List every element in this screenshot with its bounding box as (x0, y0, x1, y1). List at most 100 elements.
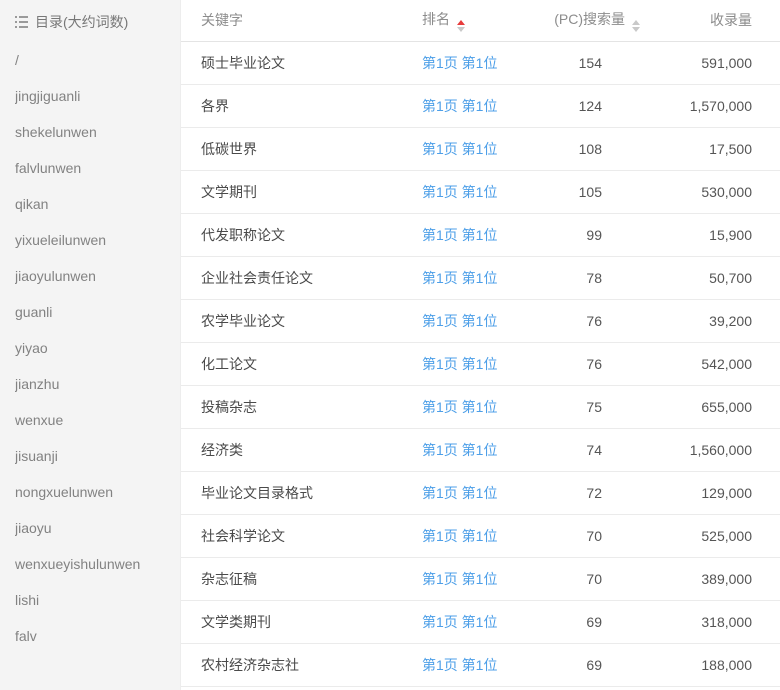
indexed-count-cell: 389,000 (645, 557, 780, 601)
pc-search-volume-cell: 69 (522, 600, 645, 644)
sidebar-item-jiaoyulunwen[interactable]: jiaoyulunwen (15, 268, 96, 284)
indexed-count-cell: 129,000 (645, 471, 780, 515)
directory-sidebar: 目录(大约词数) / jingjiguanli shekelunwen falv… (0, 0, 181, 690)
indexed-count-cell: 50,700 (645, 256, 780, 300)
rank-link[interactable]: 第1页 第1位 (422, 656, 498, 673)
sort-icon-pc-search[interactable] (632, 19, 640, 32)
pc-search-volume-cell: 99 (522, 213, 645, 257)
indexed-count-cell: 1,560,000 (645, 428, 780, 472)
column-header-indexed: 收录量 (645, 0, 780, 42)
table-row: 农学毕业论文 第1页 第1位 76 39,200 (181, 299, 780, 343)
pc-search-volume-cell: 70 (522, 557, 645, 601)
rank-link[interactable]: 第1页 第1位 (422, 398, 498, 415)
sidebar-item-jiaoyu[interactable]: jiaoyu (15, 520, 52, 536)
table-row: 农村经济杂志社 第1页 第1位 69 188,000 (181, 643, 780, 687)
indexed-count-cell: 17,500 (645, 127, 780, 171)
table-row: 经济类 第1页 第1位 74 1,560,000 (181, 428, 780, 472)
keyword-cell: 硕士毕业论文 (181, 41, 422, 85)
indexed-count-cell: 525,000 (645, 514, 780, 558)
keyword-cell: 各界 (181, 84, 422, 128)
keyword-table: 关键字 排名 (PC)搜索量 收录量 硕士毕业论文 第1页 第1位 154 59… (181, 0, 780, 687)
sidebar-item-wenxue[interactable]: wenxue (15, 412, 64, 428)
table-row: 文学期刊 第1页 第1位 105 530,000 (181, 170, 780, 214)
keyword-cell: 杂志征稿 (181, 557, 422, 601)
sidebar-item-jianzhu[interactable]: jianzhu (15, 376, 60, 392)
table-header-row: 关键字 排名 (PC)搜索量 收录量 (181, 0, 780, 42)
rank-link[interactable]: 第1页 第1位 (422, 183, 498, 200)
indexed-count-cell: 188,000 (645, 643, 780, 687)
indexed-count-cell: 591,000 (645, 41, 780, 85)
pc-search-volume-cell: 76 (522, 299, 645, 343)
table-row: 低碳世界 第1页 第1位 108 17,500 (181, 127, 780, 171)
indexed-count-cell: 39,200 (645, 299, 780, 343)
keyword-cell: 企业社会责任论文 (181, 256, 422, 300)
rank-link[interactable]: 第1页 第1位 (422, 97, 498, 114)
pc-search-volume-cell: 78 (522, 256, 645, 300)
table-row: 化工论文 第1页 第1位 76 542,000 (181, 342, 780, 386)
table-row: 社会科学论文 第1页 第1位 70 525,000 (181, 514, 780, 558)
pc-search-volume-cell: 70 (522, 514, 645, 558)
pc-search-volume-cell: 72 (522, 471, 645, 515)
sidebar-item-shekelunwen[interactable]: shekelunwen (15, 124, 97, 140)
table-row: 投稿杂志 第1页 第1位 75 655,000 (181, 385, 780, 429)
sidebar-item-qikan[interactable]: qikan (15, 196, 49, 212)
sidebar-item-yixueleilunwen[interactable]: yixueleilunwen (15, 232, 107, 248)
rank-link[interactable]: 第1页 第1位 (422, 312, 498, 329)
rank-link[interactable]: 第1页 第1位 (422, 355, 498, 372)
sidebar-title-label: 目录(大约词数) (35, 14, 129, 30)
rank-link[interactable]: 第1页 第1位 (422, 441, 498, 458)
pc-search-volume-cell: 69 (522, 643, 645, 687)
rank-link[interactable]: 第1页 第1位 (422, 226, 498, 243)
rank-link[interactable]: 第1页 第1位 (422, 54, 498, 71)
keyword-cell: 化工论文 (181, 342, 422, 386)
sidebar-item-lishi[interactable]: lishi (15, 592, 40, 608)
table-row: 文学类期刊 第1页 第1位 69 318,000 (181, 600, 780, 644)
sidebar-item-wenxueyishulunwen[interactable]: wenxueyishulunwen (15, 556, 141, 572)
sidebar-item-jingjiguanli[interactable]: jingjiguanli (15, 88, 81, 104)
pc-search-volume-cell: 75 (522, 385, 645, 429)
keyword-cell: 低碳世界 (181, 127, 422, 171)
column-header-rank[interactable]: 排名 (422, 0, 522, 42)
pc-search-volume-cell: 108 (522, 127, 645, 171)
sidebar-item-falv[interactable]: falv (15, 628, 37, 644)
sidebar-item-jisuanji[interactable]: jisuanji (15, 448, 58, 464)
rank-link[interactable]: 第1页 第1位 (422, 269, 498, 286)
sidebar-item-nongxuelunwen[interactable]: nongxuelunwen (15, 484, 114, 500)
keyword-cell: 社会科学论文 (181, 514, 422, 558)
keyword-cell: 农学毕业论文 (181, 299, 422, 343)
pc-search-volume-cell: 76 (522, 342, 645, 386)
table-row: 企业社会责任论文 第1页 第1位 78 50,700 (181, 256, 780, 300)
rank-link[interactable]: 第1页 第1位 (422, 140, 498, 157)
pc-search-volume-cell: 105 (522, 170, 645, 214)
sort-icon-rank[interactable] (457, 19, 465, 32)
indexed-count-cell: 542,000 (645, 342, 780, 386)
pc-search-volume-cell: 154 (522, 41, 645, 85)
rank-link[interactable]: 第1页 第1位 (422, 527, 498, 544)
sidebar-item-yiyao[interactable]: yiyao (15, 340, 48, 356)
directory-list: / jingjiguanli shekelunwen falvlunwen qi… (15, 42, 170, 654)
indexed-count-cell: 15,900 (645, 213, 780, 257)
table-row: 代发职称论文 第1页 第1位 99 15,900 (181, 213, 780, 257)
sidebar-header: 目录(大约词数) (15, 13, 170, 31)
table-row: 毕业论文目录格式 第1页 第1位 72 129,000 (181, 471, 780, 515)
keyword-cell: 文学期刊 (181, 170, 422, 214)
rank-link[interactable]: 第1页 第1位 (422, 484, 498, 501)
pc-search-volume-cell: 124 (522, 84, 645, 128)
keyword-table-panel: 关键字 排名 (PC)搜索量 收录量 硕士毕业论文 第1页 第1位 154 59… (181, 0, 780, 690)
table-body: 硕士毕业论文 第1页 第1位 154 591,000 各界 第1页 第1位 12… (181, 41, 780, 687)
column-header-pc-search[interactable]: (PC)搜索量 (522, 0, 645, 42)
indexed-count-cell: 318,000 (645, 600, 780, 644)
rank-link[interactable]: 第1页 第1位 (422, 570, 498, 587)
keyword-cell: 毕业论文目录格式 (181, 471, 422, 515)
list-icon (15, 16, 28, 28)
sidebar-item-root[interactable]: / (15, 52, 19, 68)
table-row: 杂志征稿 第1页 第1位 70 389,000 (181, 557, 780, 601)
indexed-count-cell: 655,000 (645, 385, 780, 429)
table-row: 硕士毕业论文 第1页 第1位 154 591,000 (181, 41, 780, 85)
keyword-cell: 代发职称论文 (181, 213, 422, 257)
rank-link[interactable]: 第1页 第1位 (422, 613, 498, 630)
sidebar-item-guanli[interactable]: guanli (15, 304, 53, 320)
sidebar-item-falvlunwen[interactable]: falvlunwen (15, 160, 82, 176)
keyword-cell: 投稿杂志 (181, 385, 422, 429)
